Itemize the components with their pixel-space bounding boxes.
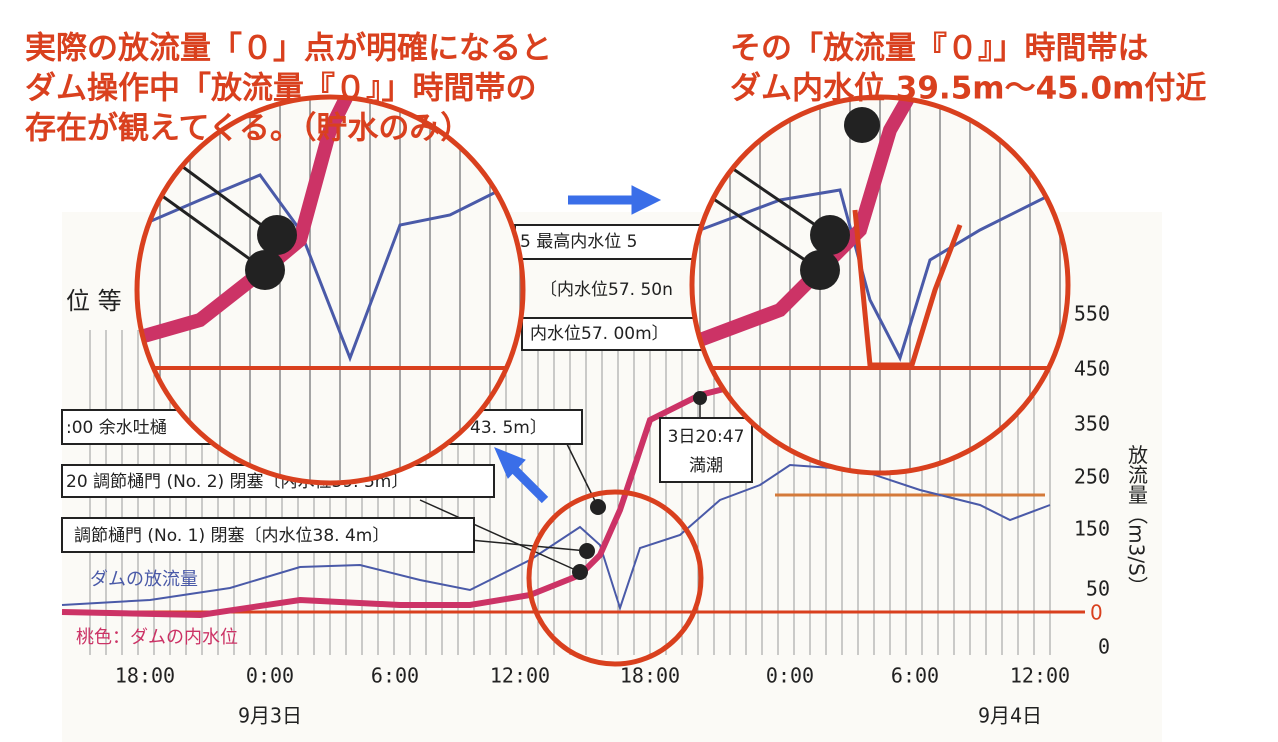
callout-box <box>659 417 753 483</box>
focus-circle <box>526 489 704 667</box>
y-axis-label: 放流量（m3/S） <box>1125 444 1149 596</box>
discharge-line <box>61 463 1051 612</box>
x-tick-label: 12:00 <box>490 664 550 688</box>
annotation-line: ダム操作中「放流量『０』」時間帯の <box>25 71 537 107</box>
callout-text: 5 最高内水位 5 <box>520 232 637 252</box>
y-tick-label: 0 <box>1098 635 1110 659</box>
callout-text: 調節樋門 (No. 1) 閉塞〔内水位38. 4m〕 <box>74 526 389 546</box>
x-tick-label: 6:00 <box>371 664 419 688</box>
event-dots <box>572 391 707 580</box>
callout-text: 43. 5m〕 <box>470 418 547 438</box>
callout-text: 内水位57. 00m〕 <box>530 324 669 344</box>
x-tick-label: 0:00 <box>766 664 814 688</box>
zoom-circle <box>689 94 1071 476</box>
water-level-line <box>61 382 741 619</box>
callout-text: 〔内水位57. 50n <box>540 280 673 300</box>
legend-entry: ダムの放流量 <box>90 569 198 590</box>
x-tick-label: 6:00 <box>891 664 939 688</box>
zoom-circle <box>134 94 526 486</box>
callout-text: :00 余水吐樋 <box>66 418 167 438</box>
x-tick-label: 18:00 <box>620 664 680 688</box>
callout-text: 満潮 <box>689 456 723 476</box>
annotation-line: ダム内水位 39.5m〜45.0m付近 <box>730 71 1206 107</box>
callout-text: 位 等 <box>66 287 122 315</box>
callout-box <box>521 317 703 351</box>
y-tick-label: 250 <box>1074 465 1110 489</box>
arrows <box>494 185 662 504</box>
annotation-line: 実際の放流量「０」点が明確になると <box>25 31 552 67</box>
y-tick-label: 150 <box>1074 517 1110 541</box>
callout-box <box>514 224 716 260</box>
x-tick-label: 12:00 <box>1010 664 1070 688</box>
zoom-left <box>137 97 523 483</box>
date-label: 9月3日 <box>238 704 302 728</box>
y-tick-label: 50 <box>1086 577 1110 601</box>
y-tick-label: 350 <box>1074 412 1110 436</box>
zoom-right <box>692 97 1068 473</box>
annotation-line: 存在が観えてくる。（貯水のみ） <box>25 111 471 147</box>
y-tick-label: 550 <box>1074 302 1110 326</box>
annotation-line: その「放流量『０』」時間帯は <box>730 31 1149 67</box>
legend-entry: 桃色：ダムの内水位 <box>76 627 238 648</box>
x-tick-label: 0:00 <box>246 664 294 688</box>
x-tick-label: 18:00 <box>115 664 175 688</box>
date-label: 9月4日 <box>978 704 1042 728</box>
callout-text: 3日20:47 <box>668 427 745 447</box>
zero-label: 0 <box>1090 601 1103 625</box>
callout-box <box>61 517 475 553</box>
y-tick-label: 450 <box>1074 357 1110 381</box>
